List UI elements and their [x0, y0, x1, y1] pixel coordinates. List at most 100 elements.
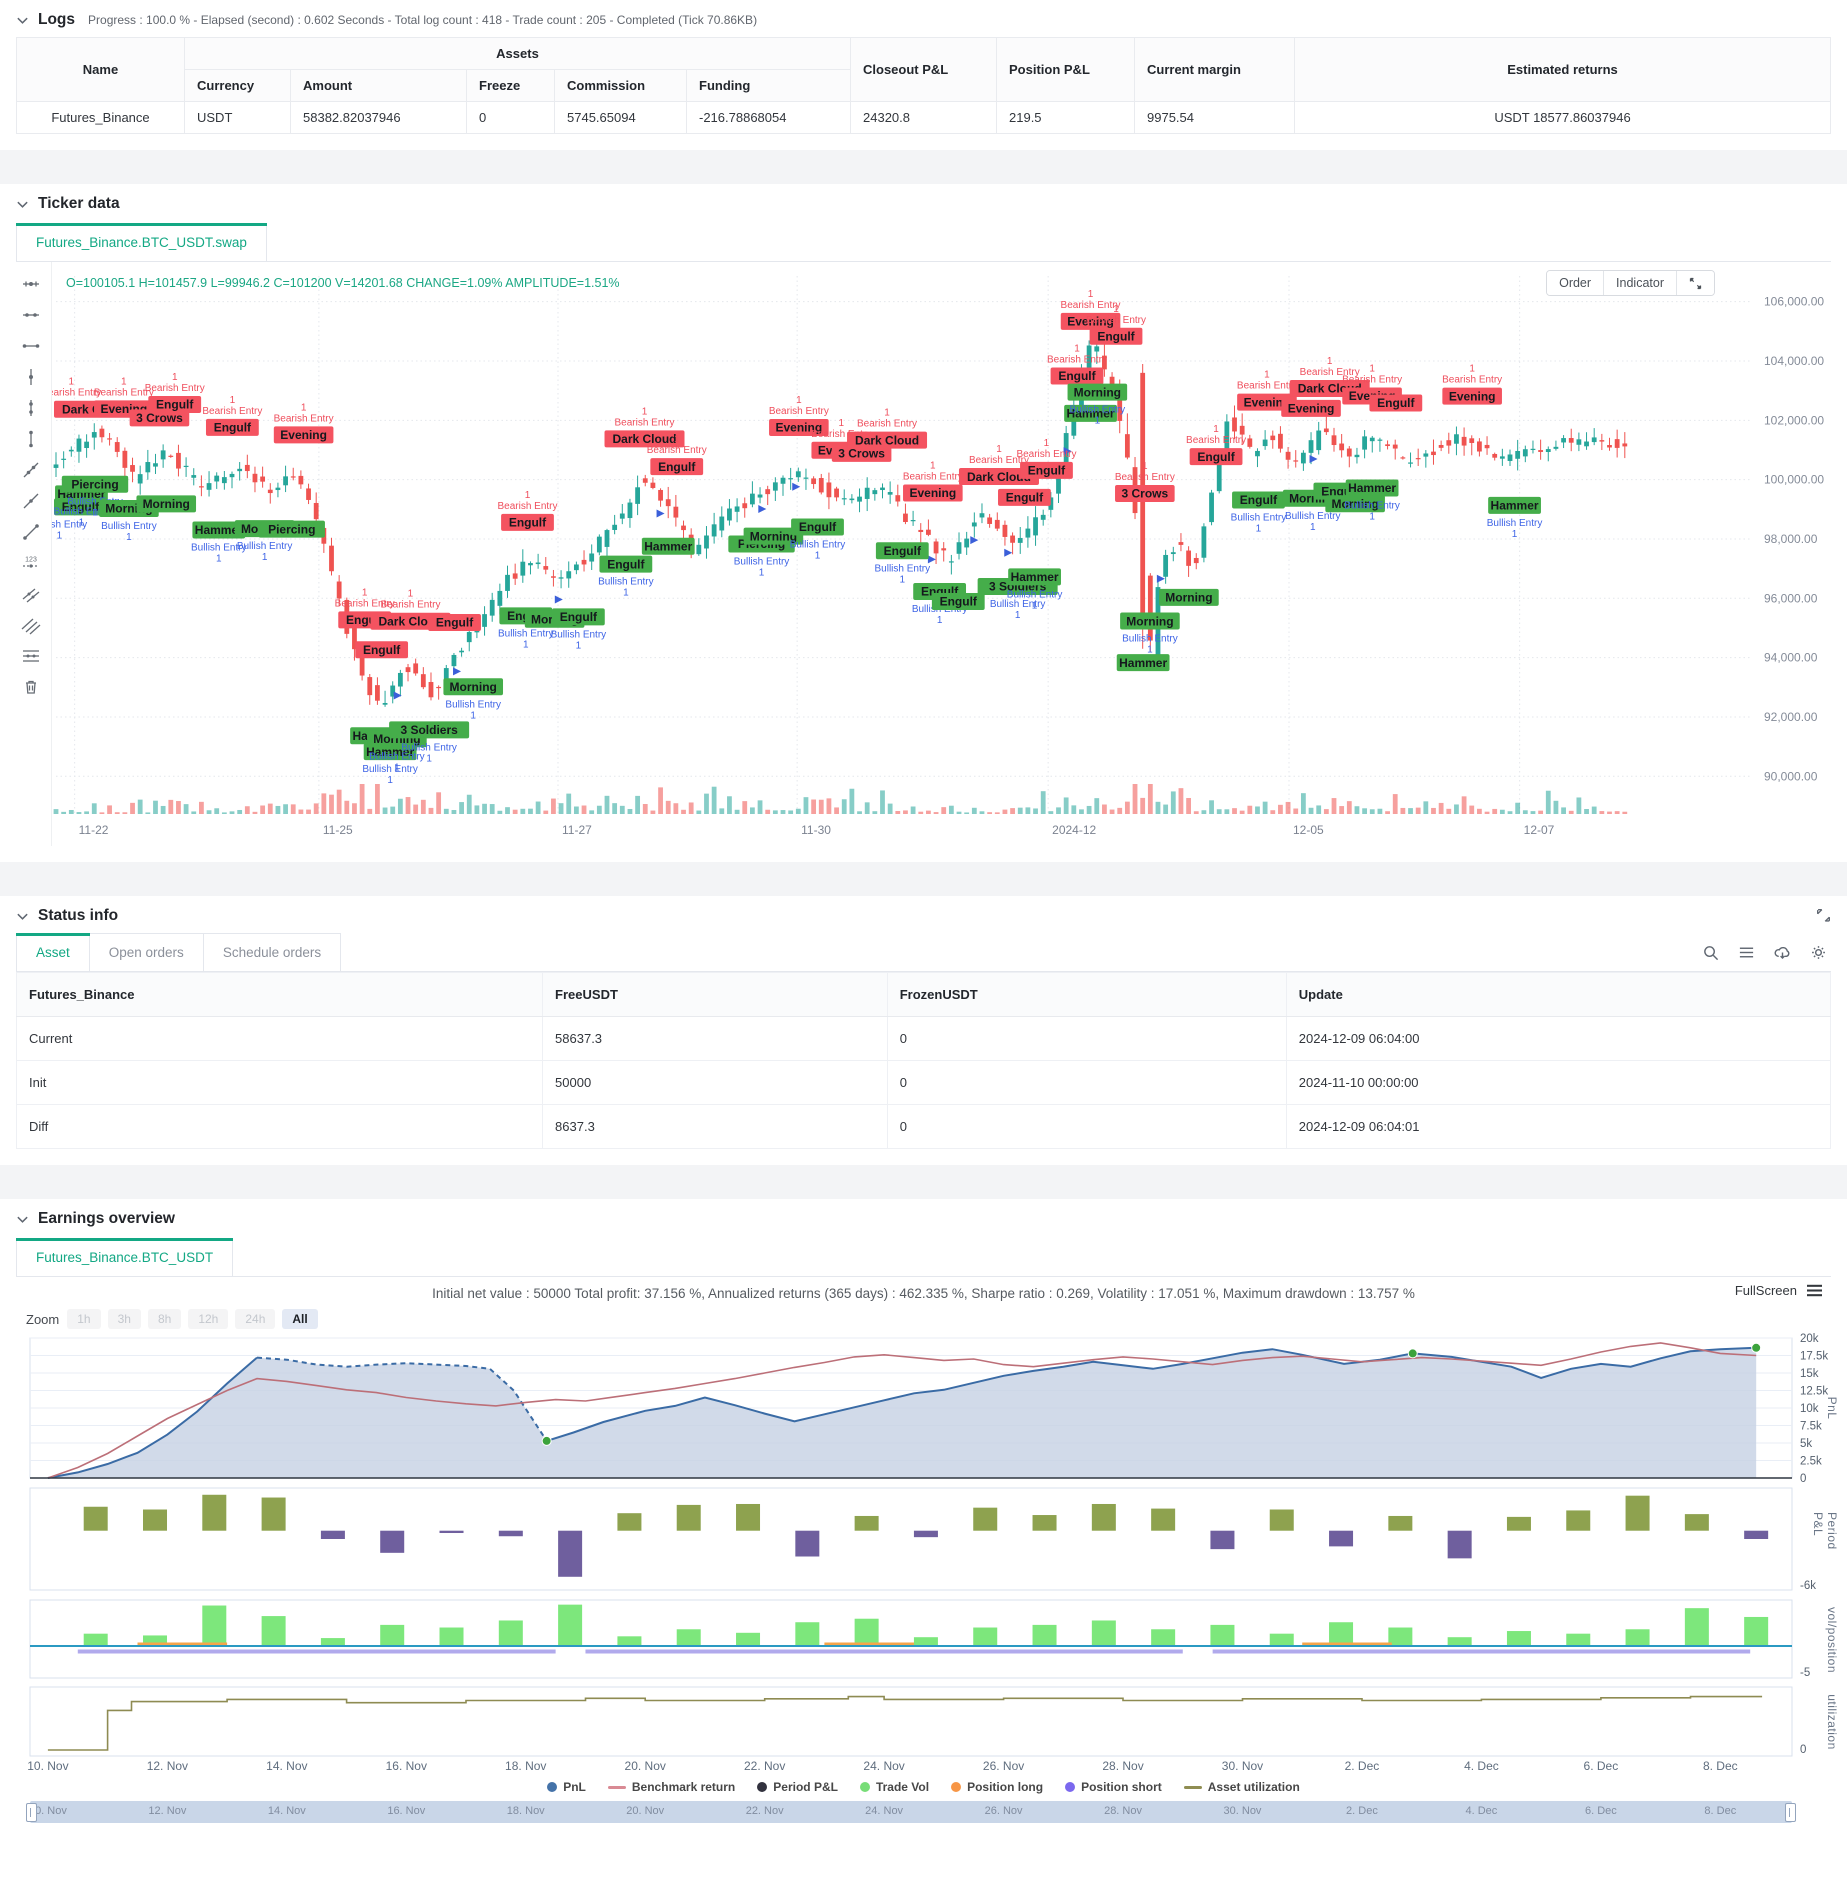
- zoom-button-3h[interactable]: 3h: [107, 1309, 141, 1329]
- svg-text:Hammer: Hammer: [195, 523, 243, 537]
- navigator-label: 22. Nov: [745, 1805, 784, 1817]
- svg-text:Bullish Entry: Bullish Entry: [67, 497, 123, 508]
- menu-icon[interactable]: [1738, 944, 1755, 961]
- tab-earnings-symbol[interactable]: Futures_Binance.BTC_USDT: [15, 1238, 234, 1276]
- svg-text:Engulf: Engulf: [940, 595, 978, 609]
- vertical-ray-icon[interactable]: [21, 429, 41, 449]
- zoom-button-24h[interactable]: 24h: [235, 1309, 276, 1329]
- fullscreen-button[interactable]: FullScreen: [1735, 1283, 1823, 1298]
- measure-icon[interactable]: [21, 274, 41, 294]
- range-navigator[interactable]: 10. Nov 12. Nov 14. Nov 16. Nov 18. Nov 20. N…: [26, 1801, 1796, 1823]
- legend-item-trade-vol[interactable]: Trade Vol: [859, 1780, 929, 1794]
- svg-text:3 Crows: 3 Crows: [1121, 487, 1168, 501]
- trend-measure-icon[interactable]: [21, 460, 41, 480]
- grid-lines-icon[interactable]: [21, 646, 41, 666]
- navigator-handle-left[interactable]: [26, 1803, 37, 1822]
- zoom-button-8h[interactable]: 8h: [147, 1309, 182, 1329]
- row-current-frozen: 0: [886, 1016, 1287, 1061]
- status-toolbar-icons: [1702, 944, 1831, 961]
- cell-margin: 9975.54: [1134, 101, 1295, 134]
- svg-text:Bullish Entry: Bullish Entry: [362, 764, 418, 775]
- legend-item-period-p-l[interactable]: Period P&L: [757, 1780, 838, 1794]
- horizontal-segment-icon[interactable]: [21, 305, 41, 325]
- trade-vol-chart[interactable]: -5: [0, 1596, 1847, 1684]
- svg-text:1: 1: [815, 551, 821, 562]
- trend-line-icon[interactable]: [21, 491, 41, 511]
- svg-text:1: 1: [884, 408, 890, 419]
- svg-text:B​earish Entry: B​earish Entry: [1186, 435, 1246, 446]
- horizontal-ray-icon[interactable]: [21, 336, 41, 356]
- legend-item-position-long[interactable]: Position long: [951, 1780, 1043, 1794]
- col-amount: Amount: [290, 69, 467, 102]
- assets-row: Futures_Binance USDT 58382.82037946 0 57…: [16, 101, 1831, 134]
- zoom-button-all[interactable]: All: [282, 1309, 318, 1329]
- svg-text:1: 1: [996, 444, 1002, 455]
- svg-text:B​earish Entry: B​earish Entry: [647, 445, 707, 456]
- svg-text:Evening: Evening: [1288, 402, 1335, 416]
- svg-text:Bullish Entry: Bullish Entry: [551, 629, 607, 640]
- chevron-down-icon[interactable]: [16, 198, 29, 211]
- svg-text:B​earish Entry: B​earish Entry: [335, 598, 395, 609]
- chevron-down-icon[interactable]: [16, 14, 29, 27]
- svg-text:Bullish Entry: Bullish Entry: [598, 577, 654, 588]
- row-current-label[interactable]: Current: [15, 1016, 544, 1061]
- fullscreen-icon[interactable]: [1816, 908, 1831, 923]
- vertical-measure-icon[interactable]: [21, 367, 41, 387]
- cloud-download-icon[interactable]: [1774, 944, 1791, 961]
- parallel-lines-icon[interactable]: [21, 584, 41, 604]
- row-init-label: Init: [15, 1060, 544, 1105]
- price-note-icon[interactable]: 123: [21, 553, 41, 573]
- svg-text:B​earish Entry: B​earish Entry: [1061, 300, 1121, 311]
- svg-text:Bullish Entry: Bullish Entry: [401, 742, 457, 753]
- tab-asset[interactable]: Asset: [16, 933, 90, 971]
- tab-schedule-orders[interactable]: Schedule orders: [203, 933, 342, 971]
- expand-chart-button[interactable]: [1677, 271, 1714, 295]
- legend-item-pnl[interactable]: PnL: [547, 1780, 586, 1794]
- svg-text:1: 1: [1369, 511, 1375, 522]
- utilization-chart[interactable]: 0: [0, 1684, 1847, 1759]
- tab-ticker-symbol[interactable]: Futures_Binance.BTC_USDT.swap: [16, 223, 267, 261]
- settings-icon[interactable]: [1810, 944, 1827, 961]
- svg-text:Hammer: Hammer: [366, 745, 414, 759]
- period-pnl-chart[interactable]: -6k: [0, 1484, 1847, 1596]
- legend-line-icon: [607, 1785, 626, 1789]
- channel-icon[interactable]: [21, 615, 41, 635]
- legend-item-benchmark-return[interactable]: Benchmark return: [607, 1780, 735, 1794]
- navigator-label: 6. Dec: [1584, 1805, 1617, 1817]
- svg-text:1: 1: [1032, 600, 1038, 611]
- svg-text:Engulf: Engulf: [1006, 491, 1044, 505]
- zoom-label: Zoom: [26, 1311, 60, 1327]
- svg-text:1: 1: [1088, 289, 1094, 300]
- pnl-panel: 20k 17.5k 15k 12.5k 10k 7.5k 5k 2.5k 0 PnL: [0, 1332, 1847, 1484]
- navigator-handle-right[interactable]: [1785, 1803, 1796, 1822]
- svg-text:Engulf: Engulf: [1058, 369, 1096, 383]
- delete-icon[interactable]: [21, 677, 41, 697]
- order-button[interactable]: Order: [1547, 271, 1605, 295]
- cell-estimated: USDT 18577.86037946: [1294, 101, 1831, 134]
- svg-text:Dark Cloud: Dark Cloud: [967, 470, 1031, 484]
- search-icon[interactable]: [1702, 944, 1719, 961]
- svg-text:2.5k: 2.5k: [1800, 1456, 1822, 1468]
- pnl-chart[interactable]: 20k 17.5k 15k 12.5k 10k 7.5k 5k 2.5k 0: [0, 1332, 1847, 1484]
- indicator-button[interactable]: Indicator: [1604, 271, 1677, 295]
- svg-text:B​earish Entry: B​earish Entry: [1442, 375, 1502, 386]
- candlestick-chart: 123 O=100105.1 H=101457.9 L=99946.2 C=10…: [10, 262, 1847, 846]
- candlestick-plot[interactable]: 106,000.00 104,000.00 102,000.00 100,000.00…: [52, 262, 1847, 846]
- legend-item-position-short[interactable]: Position short: [1065, 1780, 1162, 1794]
- svg-text:-6k: -6k: [1800, 1580, 1816, 1592]
- vertical-segment-icon[interactable]: [21, 398, 41, 418]
- period-pnl-axis-title: Period P&L: [1811, 1512, 1839, 1550]
- svg-text:1: 1: [172, 372, 178, 383]
- tab-open-orders[interactable]: Open orders: [89, 933, 204, 971]
- chevron-down-icon[interactable]: [16, 910, 29, 923]
- zoom-button-12h[interactable]: 12h: [188, 1309, 229, 1329]
- svg-text:Hammer: Hammer: [1119, 656, 1167, 670]
- zoom-button-1h[interactable]: 1h: [67, 1309, 101, 1329]
- legend-item-asset-utilization[interactable]: Asset utilization: [1183, 1780, 1300, 1794]
- chevron-down-icon[interactable]: [16, 1213, 29, 1226]
- extended-line-icon[interactable]: [21, 522, 41, 542]
- hamburger-icon: [1807, 1284, 1822, 1297]
- legend-dot-icon: [859, 1782, 870, 1792]
- svg-text:1: 1: [1074, 344, 1080, 355]
